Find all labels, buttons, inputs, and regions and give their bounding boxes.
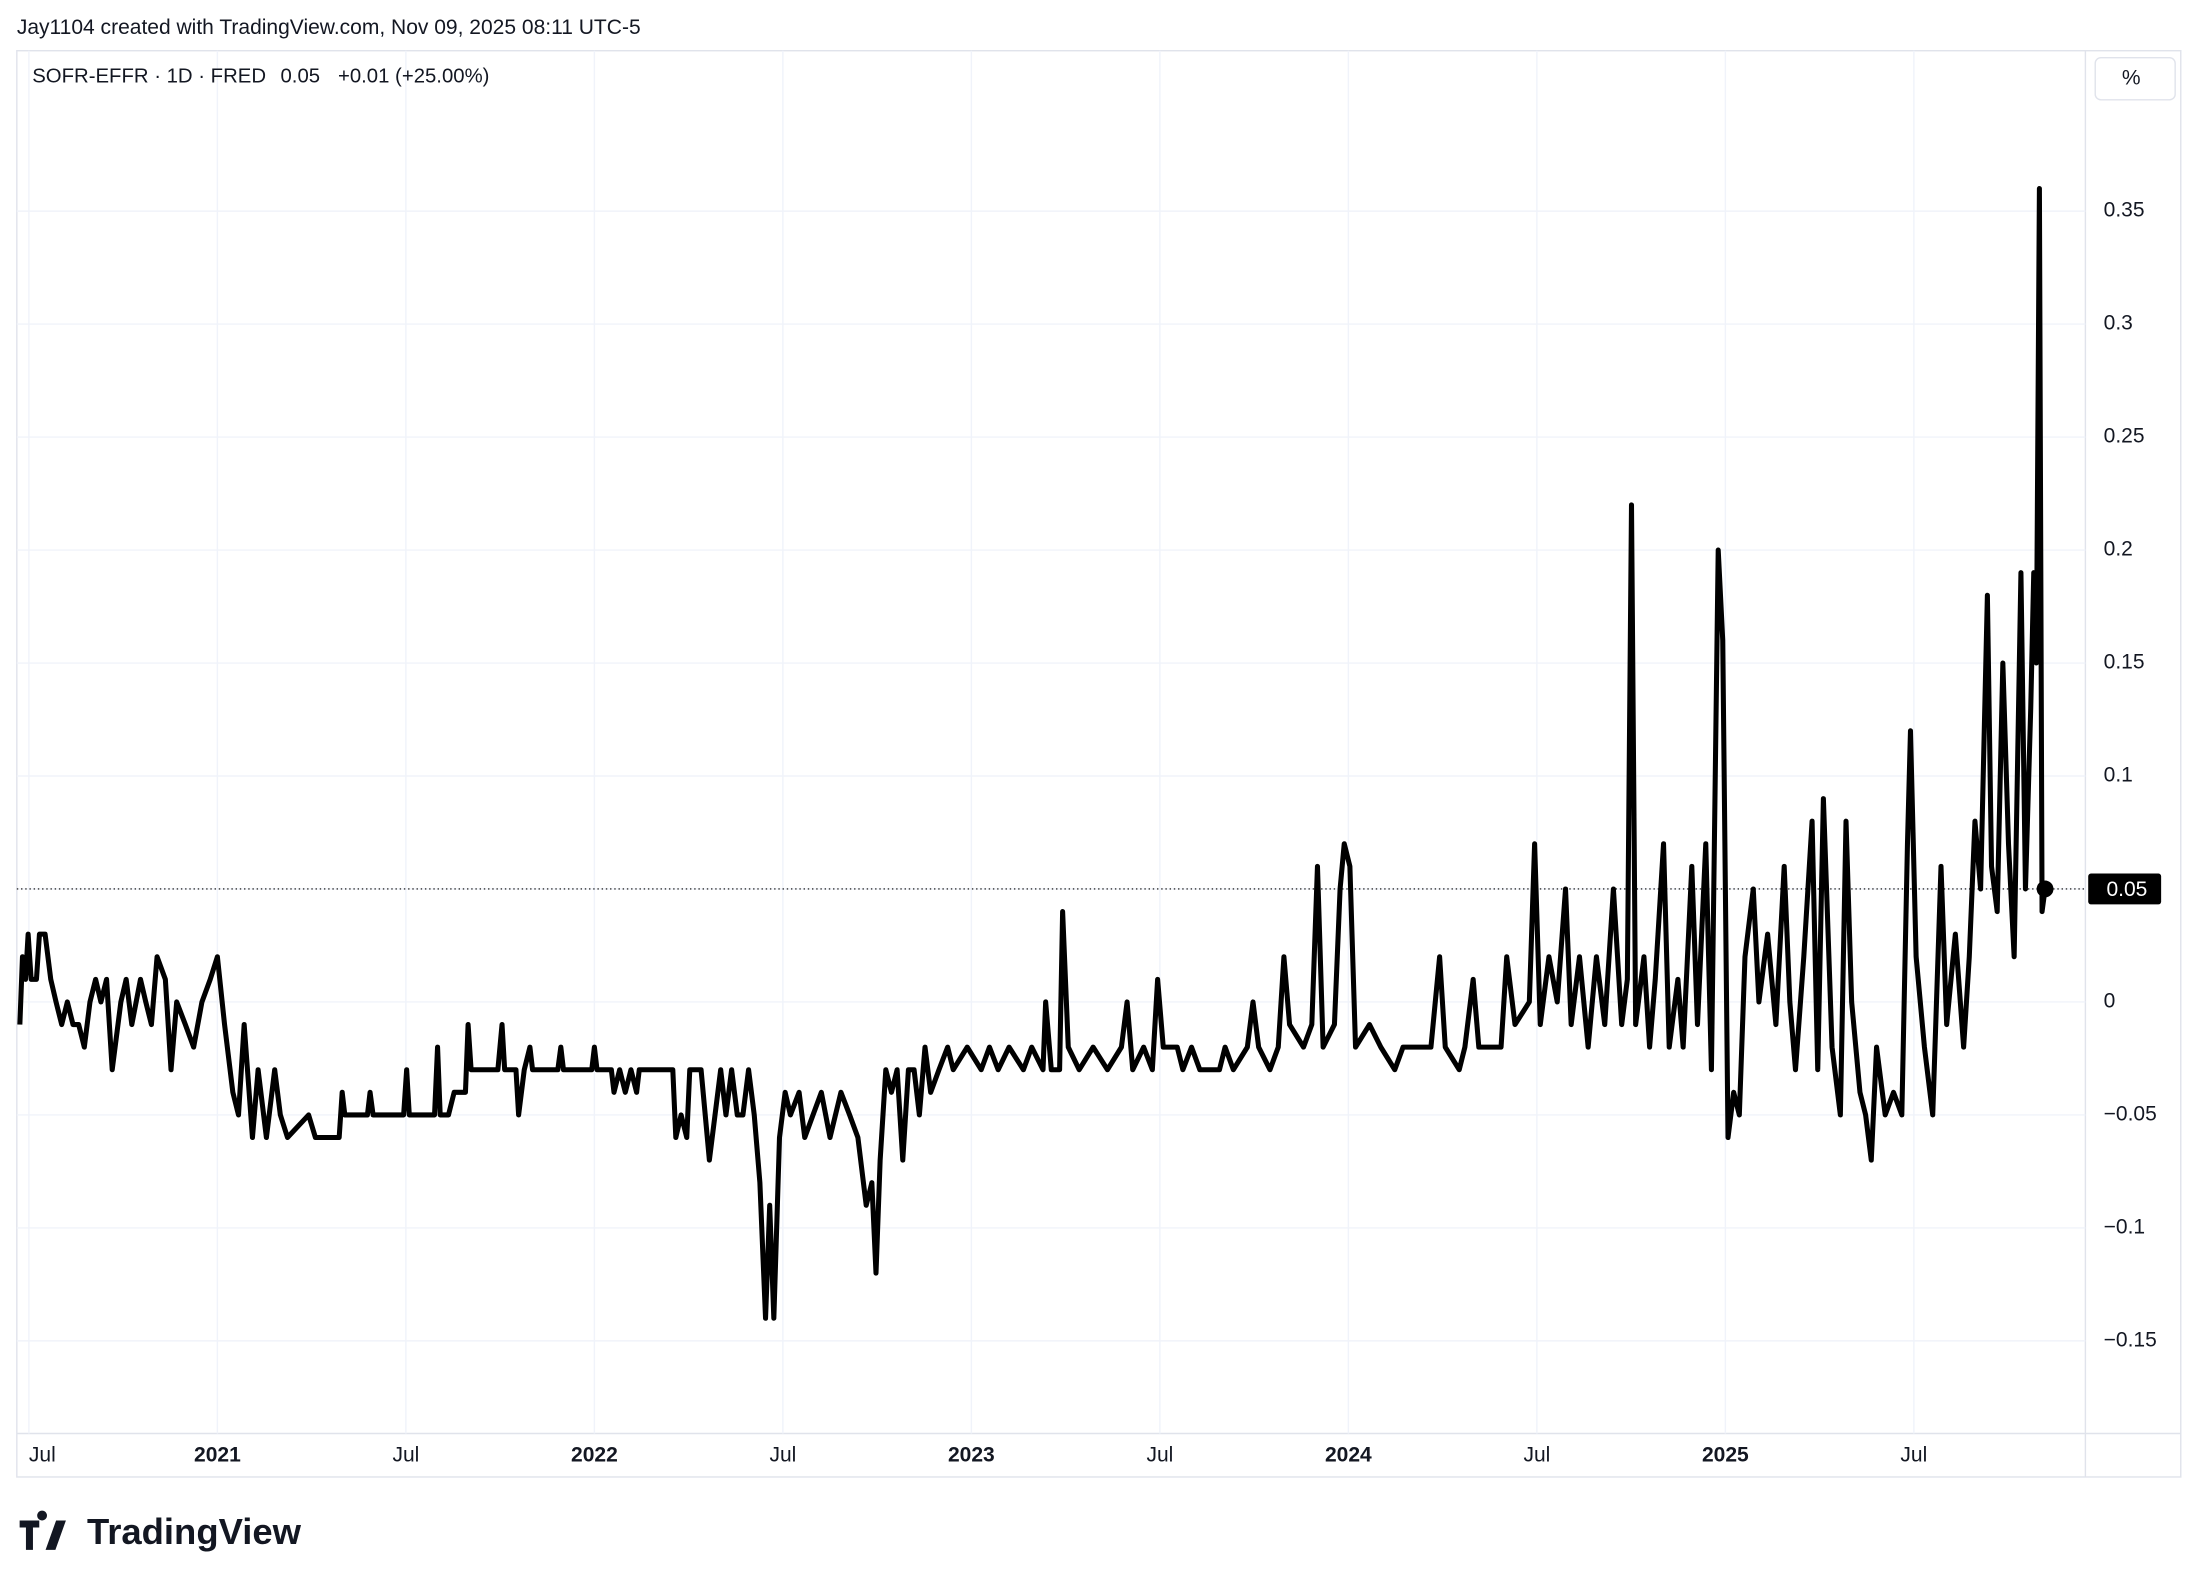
x-tick-label: Jul bbox=[29, 1444, 56, 1467]
unit-label[interactable]: % bbox=[2122, 66, 2141, 89]
y-tick-label: 0.2 bbox=[2104, 538, 2133, 561]
series-line bbox=[17, 186, 2048, 1321]
x-tick-label: 2024 bbox=[1325, 1444, 1372, 1467]
y-tick-label: 0.3 bbox=[2104, 312, 2133, 335]
x-tick-label: Jul bbox=[1523, 1444, 1550, 1467]
y-tick-label: 0.1 bbox=[2104, 764, 2133, 787]
y-tick-label: 0.35 bbox=[2104, 199, 2145, 222]
x-tick-label: Jul bbox=[769, 1444, 796, 1467]
last-value: 0.05 bbox=[280, 66, 320, 88]
y-tick-label: 0.15 bbox=[2104, 651, 2145, 674]
unit-button[interactable] bbox=[2094, 57, 2176, 101]
series bbox=[16, 186, 2086, 1321]
last-value-badge bbox=[2088, 873, 2162, 905]
change: +0.01 (+25.00%) bbox=[338, 66, 489, 88]
logo-icon bbox=[19, 1510, 66, 1550]
pane-frame bbox=[16, 50, 2182, 1478]
y-tick-label: −0.05 bbox=[2104, 1102, 2157, 1125]
last-value-label: 0.05 bbox=[2106, 878, 2147, 901]
x-tick-label: Jul bbox=[392, 1444, 419, 1467]
symbol: SOFR-EFFR · 1D · FRED bbox=[32, 66, 266, 88]
x-tick-label: 2022 bbox=[571, 1444, 618, 1467]
last-point bbox=[2036, 880, 2054, 898]
logo: TradingView bbox=[19, 1510, 302, 1552]
logo-text: TradingView bbox=[87, 1511, 302, 1552]
y-tick-label: 0.25 bbox=[2104, 425, 2145, 448]
y-tick-label: 0 bbox=[2104, 990, 2116, 1013]
x-tick-label: 2025 bbox=[1702, 1444, 1749, 1467]
attribution: Jay1104 created with TradingView.com, No… bbox=[17, 16, 641, 39]
x-tick-label: Jul bbox=[1146, 1444, 1173, 1467]
y-tick-label: −0.1 bbox=[2104, 1215, 2146, 1238]
x-tick-label: Jul bbox=[1900, 1444, 1927, 1467]
x-tick-label: 2023 bbox=[948, 1444, 995, 1467]
y-tick-label: −0.15 bbox=[2104, 1328, 2157, 1351]
x-tick-label: 2021 bbox=[194, 1444, 241, 1467]
grid bbox=[16, 50, 2086, 1434]
